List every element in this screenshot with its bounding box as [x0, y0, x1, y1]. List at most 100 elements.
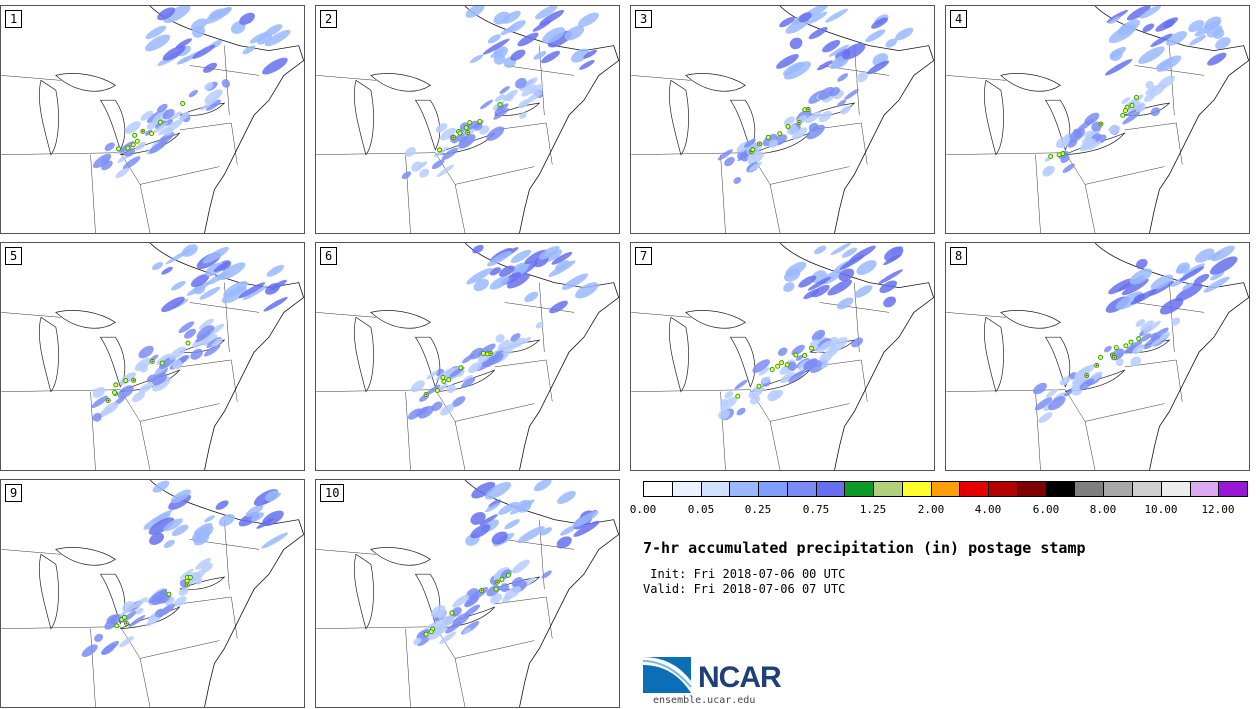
precip-core — [1134, 95, 1139, 99]
precip-cell — [482, 38, 510, 55]
precip-cell — [451, 396, 466, 408]
state-border — [231, 122, 238, 165]
precip-cell — [461, 377, 476, 389]
precip-cell — [1132, 344, 1145, 355]
precip-cell — [204, 82, 214, 91]
lake-outline — [38, 316, 59, 393]
precip-cell — [480, 99, 493, 110]
precip-cell — [1159, 297, 1184, 315]
precip-cell — [139, 364, 148, 373]
precip-core — [785, 363, 789, 367]
precip-cell — [1157, 75, 1175, 90]
precip-cell — [519, 77, 538, 92]
lake-outline — [983, 316, 1004, 393]
precip-cell — [1155, 17, 1179, 32]
precip-cell — [1088, 140, 1102, 151]
precip-cell — [836, 297, 854, 310]
precip-map — [631, 243, 934, 470]
state-border — [769, 421, 781, 470]
precip-core — [786, 124, 790, 129]
precip-cell — [162, 45, 186, 61]
state-border — [454, 658, 466, 707]
precip-cell — [486, 126, 505, 141]
precip-cell — [1122, 111, 1141, 125]
precip-cell — [262, 57, 288, 75]
precip-cell — [744, 138, 756, 148]
lake-outline — [179, 576, 226, 590]
precip-cell — [1108, 125, 1116, 132]
precip-cell — [163, 518, 183, 532]
precip-cell — [719, 398, 729, 407]
precip-cell — [844, 89, 859, 100]
colorbar-swatch — [873, 482, 902, 496]
state-border — [546, 122, 553, 165]
precip-cell — [495, 94, 505, 102]
precip-cell — [145, 25, 167, 40]
precip-core — [1111, 354, 1114, 356]
precip-cell — [487, 250, 512, 267]
precip-cell — [498, 501, 519, 515]
state-border — [1085, 403, 1165, 422]
precip-core — [478, 119, 482, 124]
precip-core — [429, 630, 433, 634]
precip-cell — [256, 518, 274, 529]
precip-cell — [430, 605, 446, 618]
state-border — [1, 75, 61, 81]
precip-cell — [178, 321, 195, 334]
precip-cell — [838, 268, 855, 282]
init-time: Init: Fri 2018-07-06 00 UTC — [643, 567, 846, 581]
coastline — [464, 6, 619, 233]
precip-core — [124, 379, 128, 383]
lake-outline — [99, 336, 126, 388]
precip-cell — [841, 247, 858, 258]
lake-outline — [38, 79, 59, 156]
precip-cell — [215, 500, 229, 510]
precip-cell — [561, 273, 589, 290]
precip-cell — [1126, 6, 1151, 21]
precip-core — [1085, 374, 1088, 377]
precip-cell — [92, 412, 102, 422]
precip-cell — [792, 127, 808, 140]
precip-cell — [401, 171, 412, 180]
colorbar-tick-label: 1.25 — [859, 503, 887, 516]
precip-cell — [808, 27, 828, 40]
state-border — [224, 519, 230, 590]
precip-cell — [173, 596, 187, 607]
precip-cell — [511, 559, 530, 574]
state-border — [140, 403, 220, 422]
precip-cell — [152, 376, 171, 392]
precip-cell — [1142, 23, 1155, 32]
precip-cell — [849, 245, 876, 262]
precip-core — [766, 135, 770, 139]
colorbar-swatch — [844, 482, 874, 496]
precip-cell — [413, 637, 422, 645]
state-border — [140, 640, 220, 659]
precip-cell — [500, 26, 514, 36]
state-border — [631, 75, 691, 81]
precip-core — [424, 632, 428, 636]
precip-cell — [820, 362, 829, 369]
precip-cell — [1115, 358, 1124, 367]
precip-cell — [822, 40, 841, 53]
precip-core — [425, 393, 428, 396]
precip-cell — [419, 168, 430, 178]
precip-cell — [535, 321, 544, 329]
precip-cell — [132, 391, 146, 403]
precip-cell — [117, 385, 134, 399]
precip-cell — [192, 44, 216, 59]
precip-core — [447, 378, 451, 382]
state-border — [454, 421, 466, 470]
precip-cell — [734, 379, 748, 390]
precip-cell — [115, 167, 130, 179]
precip-cell — [817, 60, 833, 71]
precip-cell — [91, 395, 109, 408]
precip-core — [794, 353, 798, 357]
precip-cell — [535, 6, 558, 20]
lake-outline — [99, 99, 126, 151]
precip-cell — [856, 260, 877, 275]
stamp-panel-2: 2 — [315, 5, 620, 234]
precip-cell — [261, 532, 288, 549]
colorbar-swatch — [815, 482, 845, 496]
precip-cell — [798, 12, 812, 23]
precip-cell — [464, 595, 479, 608]
